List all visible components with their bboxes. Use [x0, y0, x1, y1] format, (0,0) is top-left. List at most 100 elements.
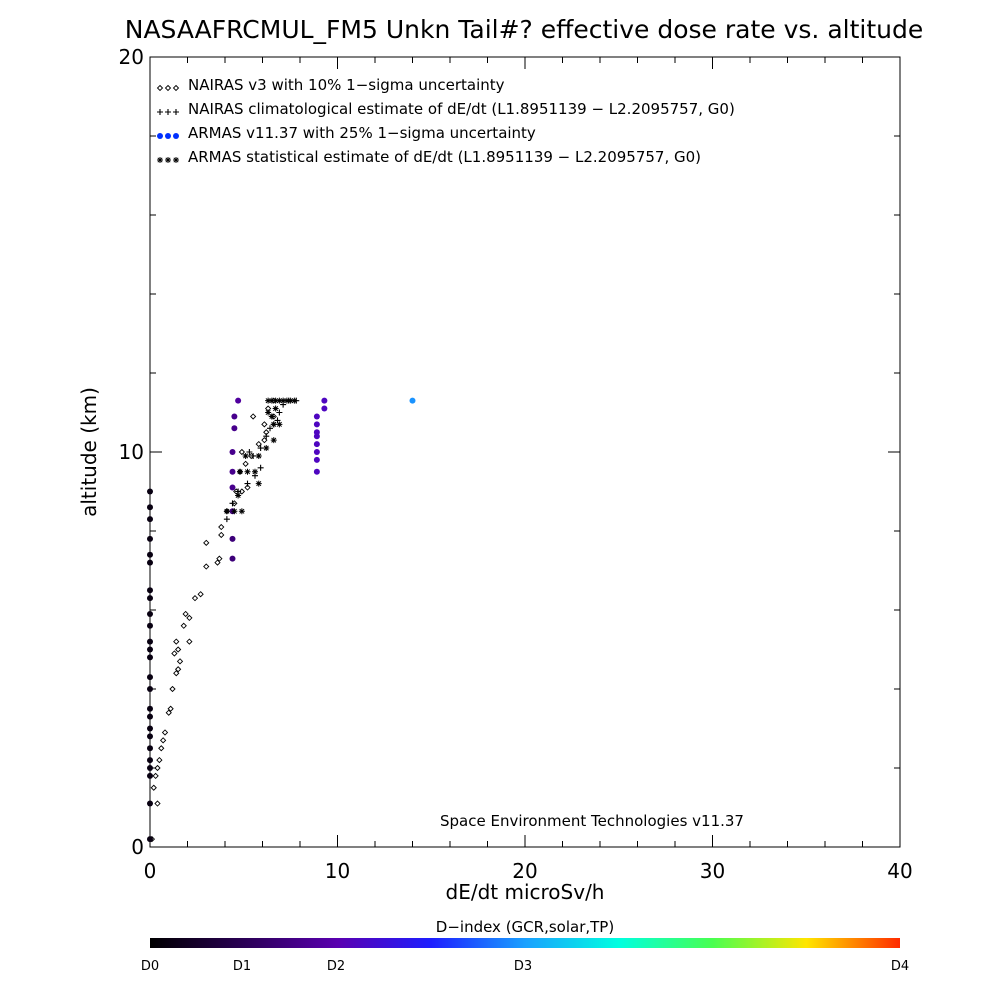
- legend-marker: [164, 84, 172, 92]
- data-point: [147, 800, 153, 807]
- legend-marker: [157, 157, 163, 163]
- data-point: [250, 452, 257, 459]
- data-point: [152, 772, 159, 780]
- data-point: [147, 836, 153, 843]
- data-point: [186, 614, 193, 622]
- data-point: [223, 508, 230, 515]
- data-point: [147, 745, 153, 752]
- data-point: [268, 413, 275, 420]
- data-point: [158, 745, 165, 752]
- data-point: [257, 445, 264, 452]
- data-point: [147, 551, 153, 558]
- data-point: [147, 713, 153, 720]
- data-point: [173, 670, 180, 677]
- data-point: [249, 413, 257, 420]
- data-point: [176, 658, 184, 665]
- legend-entry: NAIRAS climatological estimate of dE/dt …: [188, 100, 735, 118]
- data-point: [267, 425, 273, 432]
- data-point: [313, 456, 320, 463]
- data-point: [147, 686, 153, 692]
- data-point: [242, 452, 249, 459]
- data-point: [147, 587, 153, 594]
- tick-marks: [149, 56, 901, 848]
- data-point: [313, 413, 320, 420]
- data-point: [147, 725, 153, 732]
- data-point: [313, 449, 320, 455]
- legend-marker: [156, 84, 164, 92]
- data-point: [257, 464, 264, 471]
- data-point: [229, 484, 236, 491]
- data-point: [252, 468, 258, 475]
- legend-marker: [173, 109, 179, 115]
- legend-marker: [173, 133, 179, 139]
- legend-entry: NAIRAS v3 with 10% 1−sigma uncertainty: [188, 76, 505, 94]
- colorbar-tick-label: D2: [327, 959, 345, 974]
- data-point: [287, 397, 294, 404]
- data-point: [268, 397, 275, 404]
- chart-title: NASAAFRCMUL_FM5 Unkn Tail#? effective do…: [125, 15, 924, 44]
- x-axis-label: dE/dt microSv/h: [446, 880, 605, 904]
- y-tick-label: 20: [119, 45, 144, 69]
- data-point: [197, 591, 204, 598]
- data-point: [150, 784, 157, 791]
- data-point: [321, 405, 328, 412]
- data-point: [147, 705, 153, 712]
- data-point: [313, 421, 320, 428]
- legend-entry: ARMAS statistical estimate of dE/dt (L1.…: [188, 148, 701, 166]
- data-point: [216, 555, 223, 562]
- data-point: [180, 622, 187, 629]
- data-point: [235, 492, 242, 499]
- data-point: [231, 425, 238, 432]
- data-point: [321, 397, 328, 404]
- data-point: [147, 516, 153, 523]
- data-points: [147, 397, 416, 843]
- data-point: [270, 421, 277, 428]
- data-point: [169, 685, 176, 693]
- data-point: [214, 559, 221, 566]
- x-tick-label: 30: [700, 859, 725, 883]
- colorbar-tick-label: D1: [233, 959, 251, 974]
- data-point: [173, 638, 180, 645]
- legend: NAIRAS v3 with 10% 1−sigma uncertainty NA…: [156, 76, 735, 166]
- data-point: [147, 535, 153, 542]
- y-tick-label: 10: [119, 440, 144, 464]
- data-point: [229, 449, 236, 455]
- data-point: [265, 409, 272, 416]
- colorbar-tick-label: D0: [141, 959, 159, 974]
- data-point: [270, 437, 277, 444]
- legend-marker: [157, 109, 163, 115]
- colorbar-tick-labels: D0 D1 D2 D3 D4: [141, 959, 909, 974]
- data-point: [263, 433, 270, 440]
- data-point: [218, 531, 225, 539]
- data-point: [238, 508, 245, 515]
- chart-annotation: Space Environment Technologies v11.37: [440, 812, 744, 830]
- data-point: [237, 468, 243, 475]
- data-point: [147, 610, 153, 617]
- data-point: [186, 638, 193, 645]
- data-point: [231, 413, 238, 420]
- data-point: [191, 595, 199, 602]
- data-point: [147, 504, 153, 511]
- data-point: [156, 756, 163, 764]
- data-point: [174, 646, 182, 653]
- data-point: [167, 705, 174, 712]
- data-point: [229, 468, 236, 475]
- data-point: [203, 539, 210, 546]
- data-point: [147, 772, 153, 779]
- data-point: [147, 622, 153, 629]
- colorbar-label: D−index (GCR,solar,TP): [436, 918, 614, 936]
- data-point: [147, 559, 153, 566]
- data-point: [265, 397, 272, 404]
- plot-frame: [149, 56, 901, 848]
- colorbar-tick-label: D3: [514, 959, 532, 974]
- legend-marker: [165, 109, 171, 115]
- data-point: [235, 397, 242, 404]
- data-point: [276, 421, 283, 428]
- plot-border: [149, 56, 901, 848]
- x-tick-label: 40: [887, 859, 912, 883]
- data-point: [229, 535, 236, 542]
- legend-marker: [165, 157, 171, 163]
- legend-marker: [172, 84, 180, 92]
- data-point: [244, 480, 251, 487]
- data-point: [261, 421, 268, 428]
